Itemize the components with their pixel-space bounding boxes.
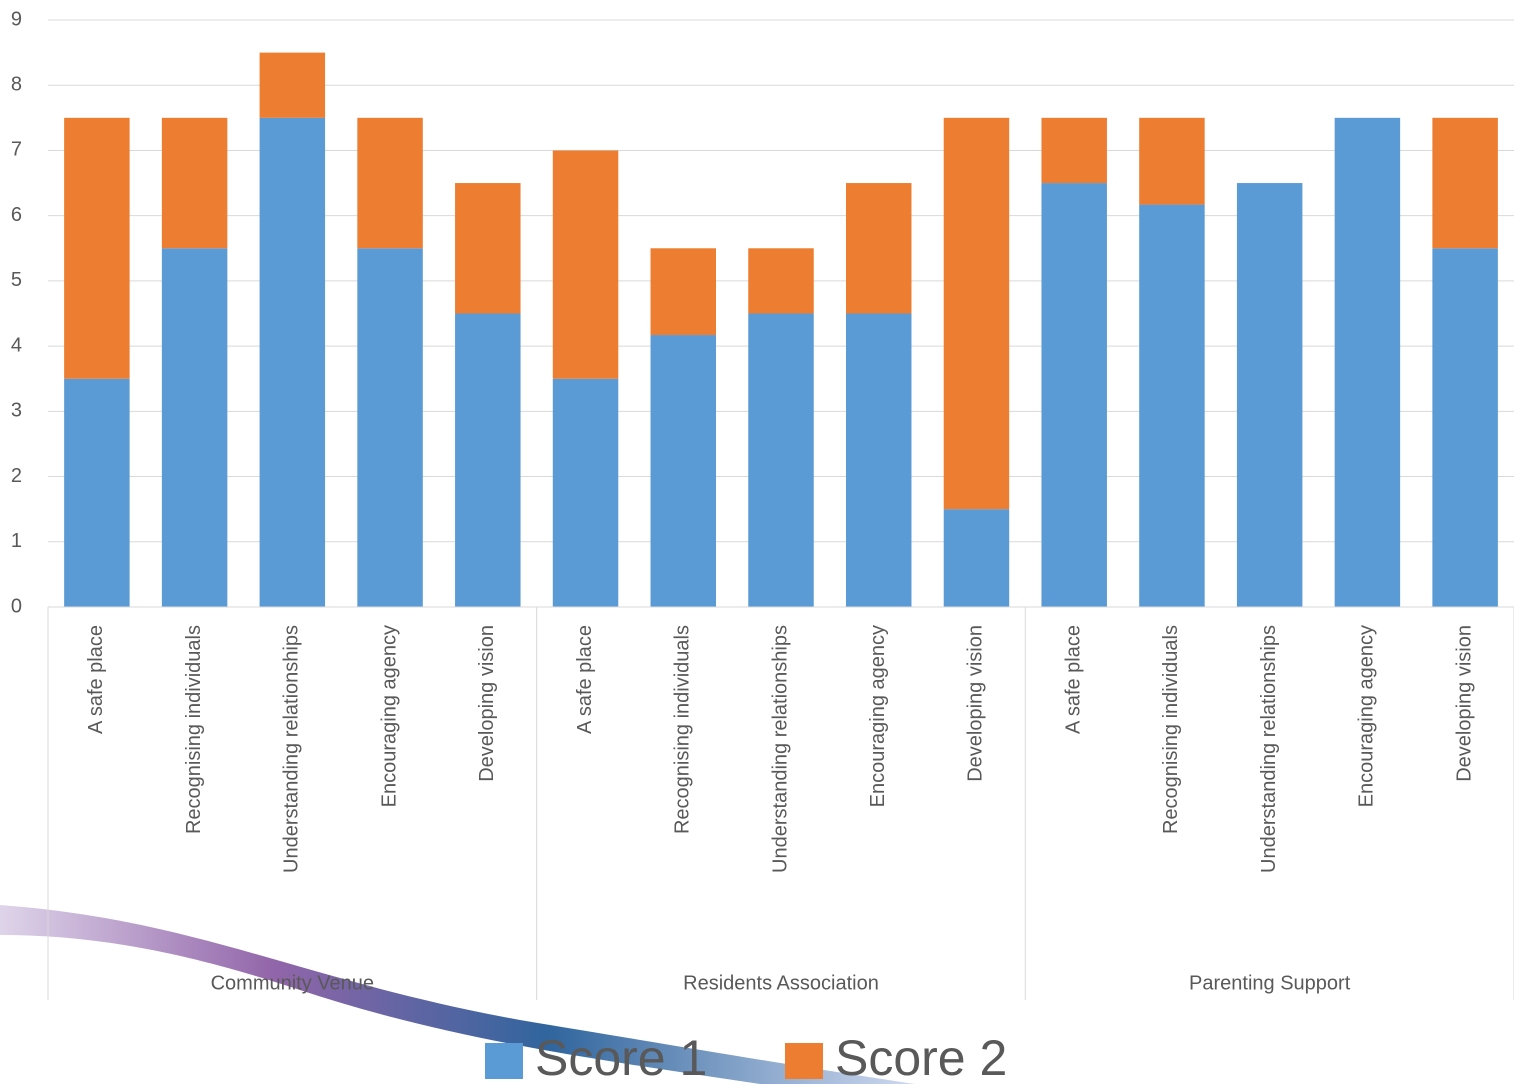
decorative-swoosh — [0, 905, 915, 1084]
bar-segment — [552, 150, 619, 379]
legend-swatch — [785, 1043, 823, 1079]
y-tick-label: 3 — [11, 400, 22, 422]
bar-segment — [650, 248, 717, 336]
bar-segment — [845, 183, 912, 314]
x-tick-label: Understanding relationships — [1258, 625, 1280, 873]
bar-segment — [748, 313, 814, 607]
bar-segment — [650, 335, 717, 607]
y-tick-label: 8 — [11, 74, 22, 96]
bar-segment — [1432, 117, 1498, 249]
bar-segment — [455, 183, 521, 314]
y-tick-label: 5 — [11, 269, 22, 291]
x-tick-label: Recognising individuals — [1160, 625, 1182, 834]
group-label: Parenting Support — [1189, 972, 1351, 994]
x-tick-label: Recognising individuals — [183, 625, 205, 834]
bar-segment — [1236, 183, 1303, 608]
y-tick-label: 1 — [11, 530, 22, 552]
x-tick-label: Encouraging agency — [1356, 625, 1378, 807]
bar-segment — [161, 117, 228, 249]
legend-label: Score 1 — [535, 1030, 707, 1084]
bar-segment — [1432, 248, 1498, 607]
y-tick-label: 9 — [11, 8, 22, 30]
bar-segment — [455, 313, 521, 607]
bar-segment — [1041, 183, 1107, 608]
y-tick-label: 6 — [11, 204, 22, 226]
y-tick-label: 0 — [11, 595, 22, 617]
y-tick-label: 2 — [11, 465, 22, 487]
y-tick-label: 4 — [11, 334, 22, 356]
bar-segment — [1139, 204, 1205, 607]
x-tick-label: Developing vision — [1453, 625, 1475, 782]
bar-segment — [64, 117, 130, 379]
legend-swatch — [485, 1043, 523, 1079]
bar-segment — [357, 248, 423, 607]
x-tick-label: Encouraging agency — [378, 625, 400, 807]
x-tick-label: Developing vision — [476, 625, 498, 782]
bar-segment — [259, 52, 326, 118]
bar-segment — [845, 313, 912, 607]
bar-segment — [64, 378, 130, 607]
plot-area: 0 1 2 3 4 5 6 7 8 9 A safe place Recognising indivi… — [11, 8, 1514, 1084]
bar-segment — [1334, 117, 1401, 607]
x-tick-label: Understanding relationships — [281, 625, 303, 873]
bar-segment — [1139, 117, 1205, 205]
y-tick-label: 7 — [11, 139, 22, 161]
bar-segment — [1041, 117, 1107, 184]
bar-segment — [552, 378, 619, 607]
x-tick-label: A safe place — [1062, 625, 1084, 734]
bar-segment — [259, 117, 326, 607]
bar-segment — [943, 117, 1010, 510]
x-tick-label: A safe place — [574, 625, 596, 734]
x-tick-label: Understanding relationships — [769, 625, 791, 873]
x-tick-label: Recognising individuals — [672, 625, 694, 834]
x-tick-label: A safe place — [85, 625, 107, 734]
bar-segment — [748, 248, 814, 314]
group-label: Community Venue — [211, 972, 374, 994]
group-label: Residents Association — [683, 972, 879, 994]
bar-segment — [161, 248, 228, 607]
x-tick-label: Encouraging agency — [867, 625, 889, 807]
x-tick-label: Developing vision — [965, 625, 987, 782]
bar-segment — [357, 117, 423, 249]
bar-segment — [943, 509, 1010, 607]
legend-label: Score 2 — [835, 1030, 1007, 1084]
